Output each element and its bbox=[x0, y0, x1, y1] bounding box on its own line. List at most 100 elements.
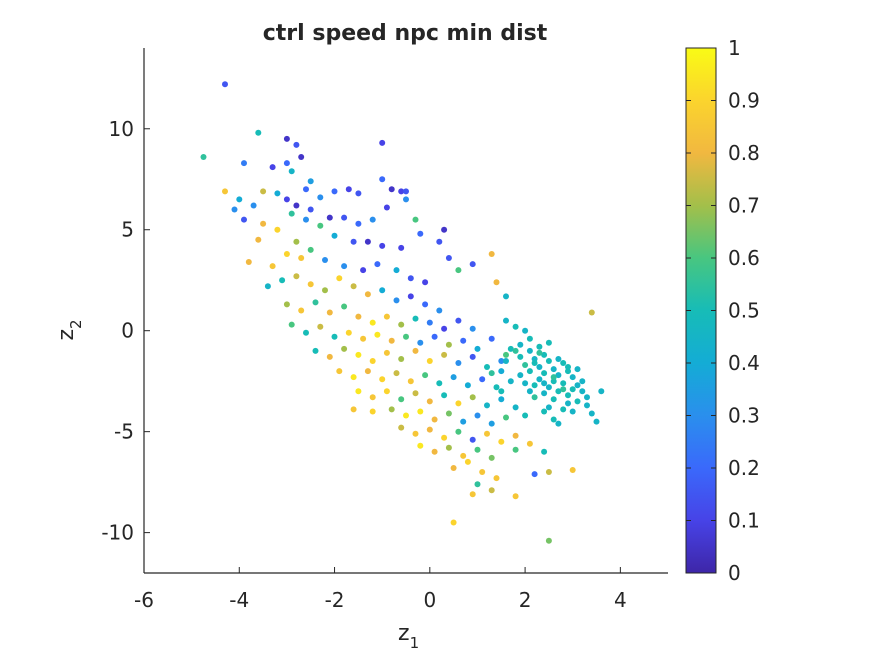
scatter-point bbox=[584, 394, 590, 401]
scatter-point bbox=[279, 277, 286, 284]
scatter-point bbox=[550, 378, 557, 385]
scatter-point bbox=[307, 178, 314, 185]
scatter-point bbox=[531, 360, 538, 366]
colorbar-ticks: 0 0.1 0.2 0.3 0.4 0.5 0.6 0.7 0.8 0.9 1 bbox=[686, 36, 760, 585]
colorbar-tick-label: 0.7 bbox=[728, 194, 760, 218]
scatter-point bbox=[569, 374, 576, 381]
scatter-point bbox=[484, 364, 490, 370]
scatter-point bbox=[507, 345, 514, 352]
scatter-point bbox=[469, 491, 476, 498]
scatter-point bbox=[565, 400, 571, 407]
scatter-point bbox=[479, 469, 486, 475]
scatter-point bbox=[398, 321, 405, 328]
scatter-point bbox=[574, 382, 581, 389]
scatter-point bbox=[474, 481, 481, 488]
scatter-point bbox=[360, 267, 367, 274]
scatter-point bbox=[345, 186, 352, 193]
scatter-point bbox=[293, 273, 300, 280]
scatter-point bbox=[503, 293, 509, 300]
scatter-point bbox=[336, 275, 343, 282]
scatter-point bbox=[345, 329, 352, 336]
scatter-point bbox=[369, 319, 376, 326]
scatter-point bbox=[455, 428, 462, 435]
scatter-point bbox=[460, 418, 467, 425]
scatter-point bbox=[569, 467, 576, 473]
scatter-point bbox=[536, 364, 543, 370]
y-tick-label: -10 bbox=[101, 521, 134, 545]
scatter-point bbox=[398, 356, 405, 362]
scatter-point bbox=[350, 238, 357, 245]
scatter-point bbox=[364, 291, 371, 298]
x-tick-label: 0 bbox=[423, 588, 436, 612]
scatter-point bbox=[407, 275, 414, 282]
scatter-point bbox=[398, 244, 405, 251]
scatter-point bbox=[598, 388, 605, 395]
scatter-point bbox=[507, 378, 514, 385]
scatter-point bbox=[331, 232, 338, 239]
scatter-point bbox=[526, 335, 533, 342]
scatter-point bbox=[503, 414, 509, 421]
scatter-point bbox=[545, 384, 552, 391]
scatter-point bbox=[398, 188, 405, 195]
scatter-point bbox=[245, 259, 252, 265]
scatter-point bbox=[474, 345, 481, 352]
scatter-point bbox=[255, 236, 262, 243]
scatter-point bbox=[545, 339, 552, 346]
scatter-point bbox=[331, 188, 338, 195]
scatter-point bbox=[565, 368, 571, 375]
scatter-point bbox=[498, 368, 505, 375]
scatter-point bbox=[560, 406, 567, 413]
scatter-point bbox=[450, 374, 457, 381]
scatter-point bbox=[355, 388, 362, 395]
scatter-point bbox=[565, 364, 571, 370]
scatter-point bbox=[374, 331, 381, 338]
scatter-point bbox=[460, 337, 467, 344]
scatter-point bbox=[388, 337, 395, 344]
scatter-point bbox=[426, 358, 433, 364]
scatter-point bbox=[388, 406, 395, 413]
scatter-point bbox=[441, 226, 448, 233]
scatter-point bbox=[336, 368, 343, 375]
scatter-point bbox=[469, 325, 476, 332]
scatter-point bbox=[393, 370, 400, 377]
scatter-point bbox=[369, 394, 376, 401]
scatter-point bbox=[488, 370, 495, 377]
scatter-point bbox=[455, 267, 462, 274]
scatter-point bbox=[536, 343, 543, 350]
scatter-point bbox=[317, 222, 324, 229]
scatter-point bbox=[588, 309, 595, 316]
scatter-point bbox=[436, 380, 443, 387]
scatter-point bbox=[288, 168, 295, 175]
scatter-point bbox=[488, 454, 495, 461]
scatter-point bbox=[460, 452, 467, 459]
scatter-point bbox=[593, 418, 600, 425]
scatter-point bbox=[274, 226, 281, 233]
scatter-point bbox=[493, 475, 500, 482]
scatter-point bbox=[474, 412, 481, 419]
colorbar-tick-label: 0 bbox=[728, 561, 741, 585]
scatter-point bbox=[369, 216, 376, 223]
scatter-point bbox=[341, 214, 348, 221]
chart-title: ctrl speed npc min dist bbox=[263, 21, 548, 46]
scatter-point bbox=[407, 293, 414, 300]
scatter-point bbox=[326, 214, 333, 221]
scatter-point bbox=[545, 404, 552, 411]
scatter-point bbox=[455, 317, 462, 324]
scatter-point bbox=[555, 372, 562, 379]
scatter-point bbox=[264, 283, 271, 290]
scatter-point bbox=[545, 358, 552, 364]
scatter-point bbox=[307, 246, 314, 253]
scatter-point bbox=[422, 301, 429, 308]
scatter-point bbox=[512, 493, 519, 500]
scatter-point bbox=[403, 188, 409, 195]
scatter-point bbox=[283, 301, 290, 308]
scatter-point bbox=[388, 186, 395, 193]
scatter-point bbox=[288, 321, 295, 328]
colorbar-tick-label: 0.3 bbox=[728, 404, 760, 428]
scatter-point bbox=[512, 347, 519, 354]
scatter-point bbox=[565, 392, 571, 399]
scatter-point bbox=[298, 154, 305, 160]
scatter-point bbox=[369, 358, 376, 364]
scatter-point bbox=[488, 487, 495, 494]
scatter-point bbox=[364, 368, 371, 375]
